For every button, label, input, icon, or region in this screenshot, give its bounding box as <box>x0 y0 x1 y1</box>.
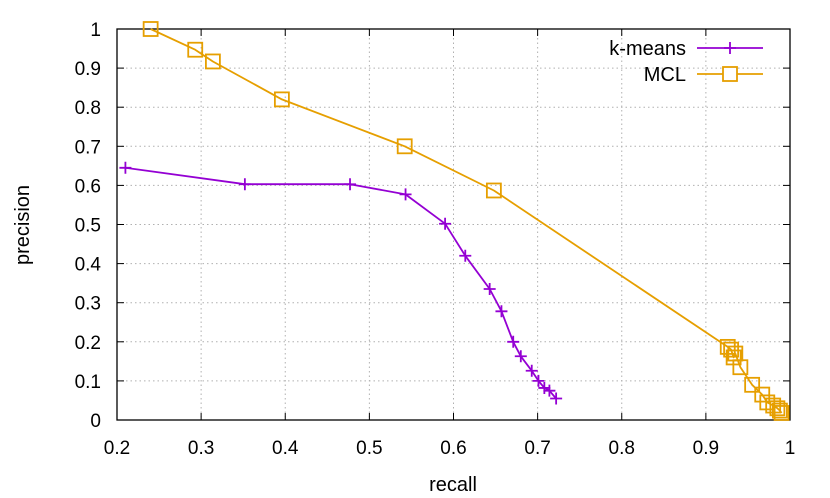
series-mcl <box>142 21 790 421</box>
x-axis-label: recall <box>429 474 477 496</box>
data-point-plus <box>399 188 412 201</box>
y-tick-label: 0.7 <box>75 137 101 158</box>
legend: k-means MCL <box>609 38 763 86</box>
data-point-plus <box>439 217 452 230</box>
x-tick-label: 0.7 <box>524 438 550 459</box>
x-tick-label: 0.5 <box>356 438 382 459</box>
x-tick-label: 0.4 <box>272 438 299 459</box>
data-point-square <box>772 402 788 419</box>
y-tick-label: 1 <box>90 20 101 41</box>
grid <box>117 29 790 420</box>
data-point-plus <box>507 335 520 348</box>
data-point-plus <box>532 374 545 387</box>
data-point-square <box>773 405 790 421</box>
data-point-plus <box>538 381 551 394</box>
y-tick-label: 0.1 <box>75 372 101 393</box>
legend-label-kmeans: k-means <box>609 38 686 60</box>
data-point-square <box>187 41 204 58</box>
data-point-plus <box>459 249 472 262</box>
data-point-square <box>396 138 413 155</box>
x-tick-label: 0.3 <box>188 438 214 459</box>
legend-label-mcl: MCL <box>644 64 686 86</box>
data-point-square <box>273 91 290 108</box>
data-point-square <box>759 394 776 411</box>
series-line <box>150 28 783 414</box>
y-tick-label: 0.2 <box>75 333 101 354</box>
data-point-plus <box>238 178 251 191</box>
data-point-square <box>769 400 786 417</box>
data-point-plus <box>525 364 538 377</box>
legend-marker-plus <box>724 42 736 54</box>
y-axis-label: precision <box>12 185 34 265</box>
series-k-means <box>119 161 563 405</box>
y-tick-label: 0.9 <box>75 59 101 80</box>
x-tick-label: 1 <box>785 438 796 459</box>
data-point-plus <box>344 178 357 191</box>
series-line <box>125 166 557 400</box>
data-point-square <box>744 376 761 393</box>
y-tick-label: 0.3 <box>75 294 101 315</box>
y-tick-label: 0.6 <box>75 176 101 197</box>
x-tick-label: 0.2 <box>104 438 130 459</box>
data-point-square <box>732 359 749 376</box>
x-tick-label: 0.6 <box>440 438 466 459</box>
y-tick-label: 0.5 <box>75 216 101 237</box>
data-point-square <box>142 21 159 37</box>
data-point-plus <box>119 161 132 174</box>
axis-ticks: 0.2 0.3 0.4 0.5 0.6 0.7 0.8 0.9 1 0 0.1 0.2 0.3 0.4 0.… <box>75 20 796 459</box>
data-series <box>119 21 790 421</box>
y-tick-label: 0 <box>90 411 101 432</box>
data-point-plus <box>495 305 508 318</box>
data-point-square <box>205 53 221 70</box>
y-tick-label: 0.8 <box>75 98 101 119</box>
legend-marker-square <box>722 66 738 82</box>
data-point-square <box>485 182 502 199</box>
y-tick-label: 0.4 <box>75 255 102 276</box>
data-point-plus <box>483 283 496 296</box>
x-tick-label: 0.9 <box>693 438 719 459</box>
data-point-plus <box>543 384 556 397</box>
data-point-plus <box>550 392 563 405</box>
data-point-plus <box>514 350 527 363</box>
x-tick-label: 0.8 <box>609 438 635 459</box>
